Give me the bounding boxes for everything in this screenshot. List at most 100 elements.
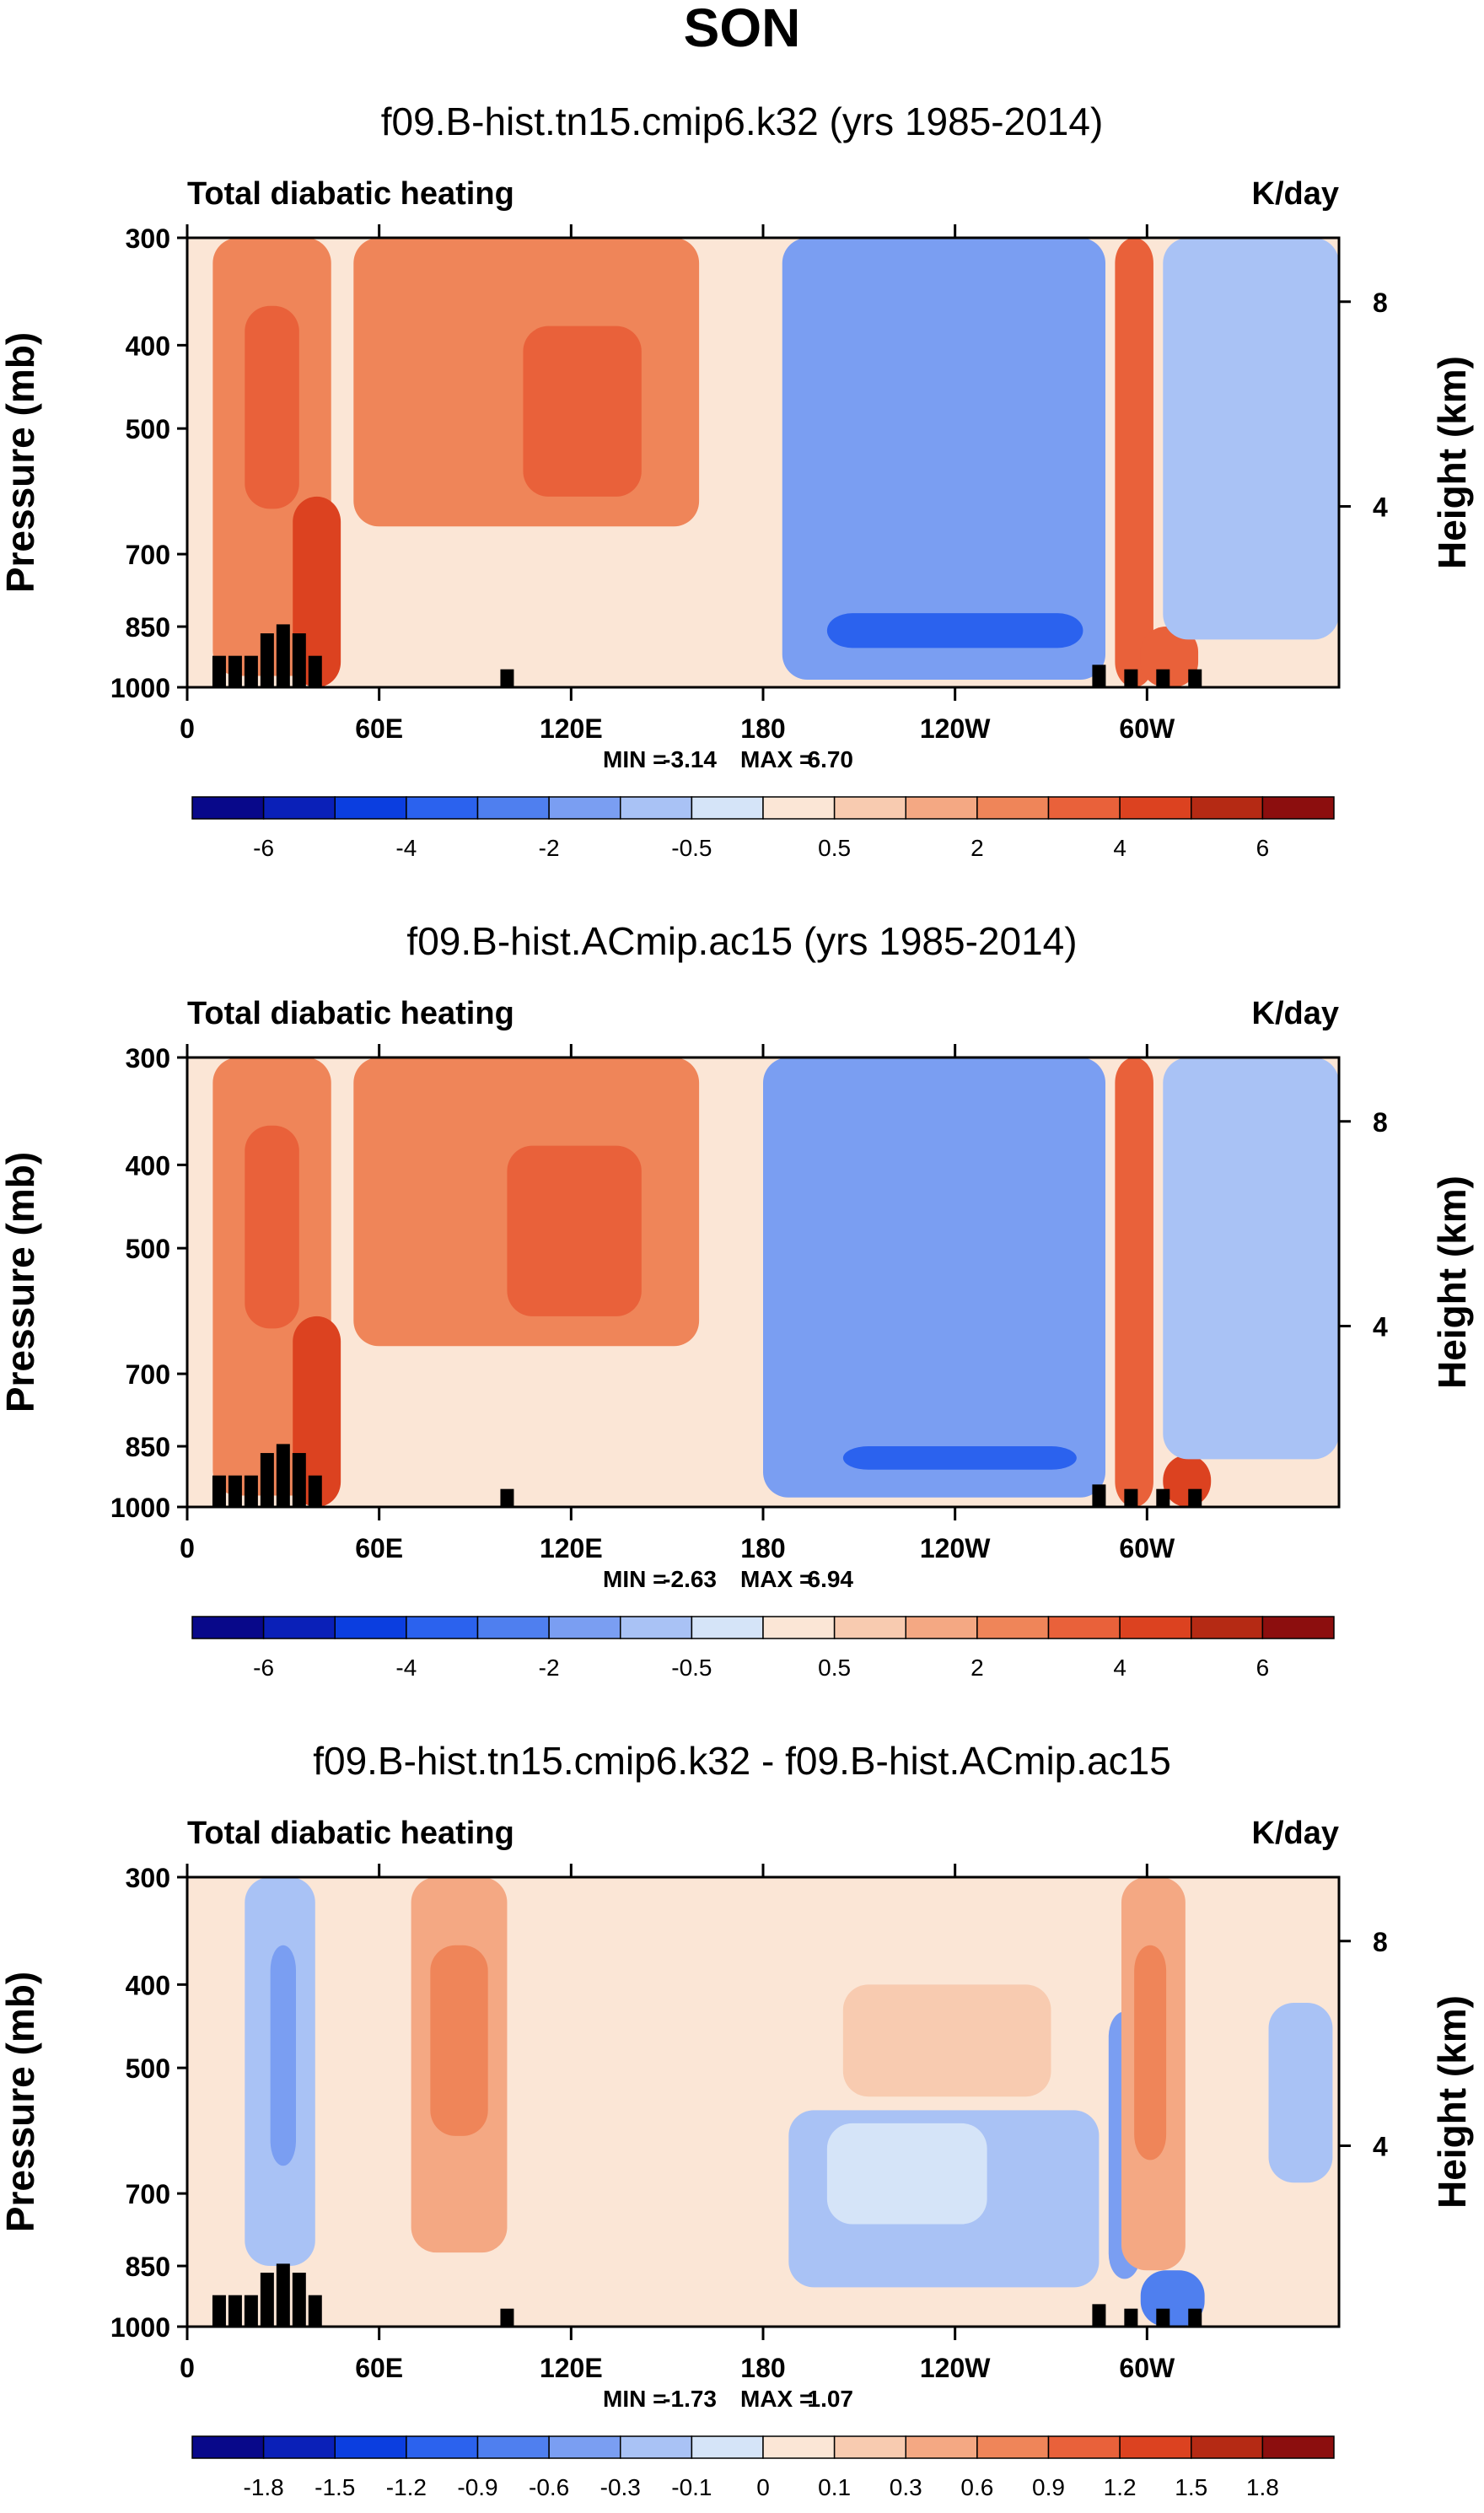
colorbar-swatch [620, 796, 693, 820]
chart-panel-1: f09.B-hist.tn15.cmip6.k32 (yrs 1985-2014… [0, 100, 1474, 861]
topography-block [1156, 669, 1170, 687]
colorbar-label: 0 [756, 2474, 770, 2500]
min-label: MIN = [603, 1566, 666, 1592]
min-label: MIN = [603, 746, 666, 772]
field-region-7 [667, 1877, 779, 2123]
colorbar-label: -0.5 [671, 1655, 712, 1681]
topography-block [1156, 1488, 1170, 1507]
topography-block [1188, 669, 1202, 687]
pressure-tick-label: 500 [126, 414, 170, 444]
topography-block [212, 655, 226, 687]
colorbar-swatch [976, 2435, 1050, 2459]
field-region-6 [430, 1945, 488, 2136]
topography-block [276, 624, 290, 687]
colorbar-swatch [262, 796, 336, 820]
colorbar-swatch [1119, 2435, 1192, 2459]
colorbar-label: -6 [253, 1655, 274, 1681]
field-region-2 [826, 613, 1083, 648]
topography-block [292, 2273, 306, 2327]
pressure-tick-label: 400 [126, 331, 170, 361]
chart-panel-3: f09.B-hist.tn15.cmip6.k32 - f09.B-hist.A… [0, 1739, 1474, 2500]
longitude-tick-label: 120W [920, 713, 991, 744]
pressure-tick-label: 500 [126, 2053, 170, 2084]
colorbar-swatch [476, 796, 550, 820]
chart-title: f09.B-hist.tn15.cmip6.k32 (yrs 1985-2014… [381, 100, 1104, 143]
topography-block [212, 1475, 226, 1507]
longitude-tick-label: 60E [355, 2353, 403, 2383]
height-tick-label: 8 [1373, 1107, 1388, 1138]
colorbar-swatch [1047, 2435, 1121, 2459]
colorbar: -6 -4 -2 -0.5 0.5 2 4 6 [191, 796, 1335, 861]
max-label: MAX = [740, 2386, 813, 2412]
longitude-tick-label: 60W [1119, 713, 1175, 744]
topography-block [244, 2295, 258, 2327]
field-region-4 [270, 1945, 297, 2166]
colorbar-swatch [334, 2435, 407, 2459]
longitude-tick-label: 60E [355, 713, 403, 744]
colorbar-label: -2 [539, 1655, 560, 1681]
y-axis-title: Pressure (mb) [0, 1972, 42, 2232]
colorbar-label: 0.6 [960, 2474, 993, 2500]
pressure-tick-label: 1000 [110, 1493, 170, 1523]
topography-block [292, 633, 306, 687]
longitude-tick-label: 60E [355, 1533, 403, 1563]
topography-block [1188, 2308, 1202, 2327]
y-axis-title: Pressure (mb) [0, 1152, 42, 1413]
topography-block [308, 2295, 322, 2327]
longitude-tick-label: 120E [540, 1533, 603, 1563]
colorbar-label: 4 [1113, 835, 1126, 861]
colorbar-label: -0.5 [671, 835, 712, 861]
colorbar-swatch [691, 1616, 764, 1639]
topography-block [276, 2263, 290, 2327]
variable-label: Total diabatic heating [187, 176, 514, 212]
pressure-tick-label: 400 [126, 1150, 170, 1181]
longitude-tick-label: 0 [180, 2353, 195, 2383]
field-region-10 [1163, 1057, 1339, 1460]
colorbar-label: -1.5 [315, 2474, 355, 2500]
topography-block [1124, 2308, 1138, 2327]
colorbar-label: -0.9 [457, 2474, 497, 2500]
topography-block [228, 655, 242, 687]
colorbar-swatch [1191, 796, 1264, 820]
y-axis-right-title: Height (km) [1430, 1176, 1474, 1389]
longitude-tick-label: 60W [1119, 2353, 1175, 2383]
colorbar-swatch [620, 2435, 693, 2459]
longitude-tick-label: 0 [180, 713, 195, 744]
colorbar-swatch [476, 1616, 550, 1639]
colorbar-label: -0.1 [671, 2474, 712, 2500]
colorbar-swatch [1047, 796, 1121, 820]
colorbar-swatch [905, 2435, 978, 2459]
max-value: 1.07 [808, 2386, 854, 2412]
topography-block [260, 633, 274, 687]
pressure-tick-label: 1000 [110, 2312, 170, 2343]
topography-block [244, 655, 258, 687]
pressure-tick-label: 700 [126, 540, 170, 570]
field-region-11 [1134, 1945, 1167, 2161]
colorbar-swatch [976, 796, 1050, 820]
colorbar-label: 2 [971, 835, 984, 861]
min-value: -2.63 [663, 1566, 717, 1592]
topography-block [500, 669, 514, 687]
pressure-tick-label: 850 [126, 1432, 170, 1462]
colorbar-label: -6 [253, 835, 274, 861]
pressure-tick-label: 700 [126, 1359, 170, 1390]
colorbar-swatch [762, 796, 836, 820]
field-region-7 [507, 1145, 642, 1316]
pressure-tick-label: 300 [126, 1863, 170, 1893]
colorbar-swatch [905, 1616, 978, 1639]
field-region-4 [245, 1125, 299, 1329]
colorbar: -1.8 -1.5 -1.2 -0.9 -0.6 -0.3 -0.1 0 0.1 0.3 0.6 0.… [191, 2435, 1335, 2500]
colorbar-swatch [691, 796, 764, 820]
min-label: MIN = [603, 2386, 666, 2412]
colorbar-swatch [1191, 1616, 1264, 1639]
topography-block [1124, 669, 1138, 687]
field-region-8 [1115, 1057, 1153, 1507]
colorbar-label: 4 [1113, 1655, 1126, 1681]
y-axis-right-title: Height (km) [1430, 356, 1474, 569]
field-regions [245, 1877, 1333, 2327]
units-label: K/day [1252, 1816, 1339, 1851]
topography-block [308, 655, 322, 687]
colorbar-label: -0.6 [529, 2474, 569, 2500]
longitude-tick-label: 120W [920, 1533, 991, 1563]
colorbar-swatch [1119, 1616, 1192, 1639]
